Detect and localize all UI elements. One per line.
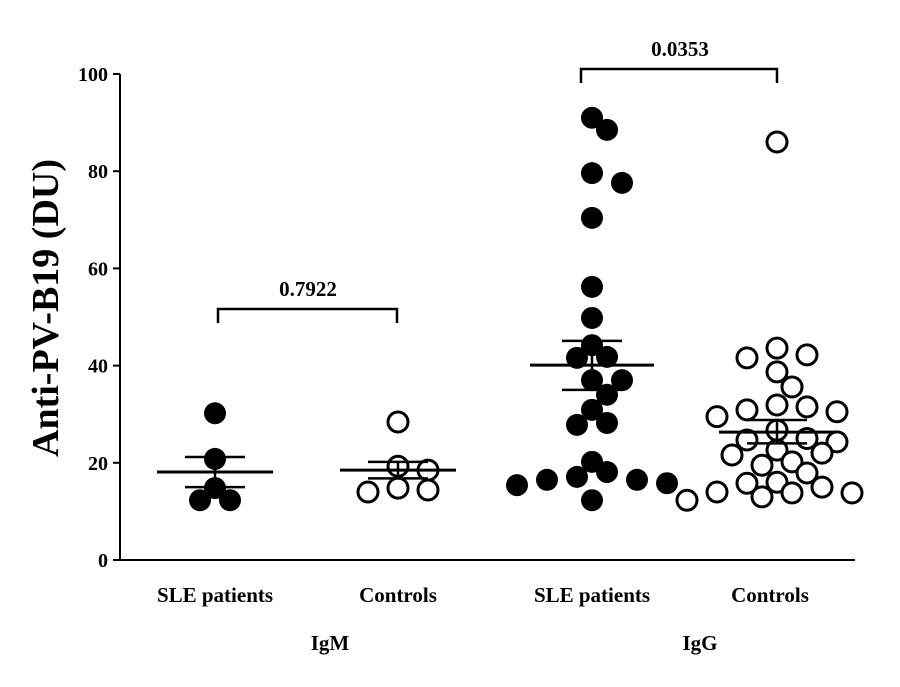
data-point xyxy=(765,130,789,154)
data-point xyxy=(506,474,528,497)
data-point xyxy=(581,275,603,298)
data-point xyxy=(566,465,588,488)
data-point xyxy=(840,481,864,505)
data-point xyxy=(765,336,789,360)
data-point xyxy=(596,345,618,368)
data-point xyxy=(611,369,633,392)
y-tick-label: 60 xyxy=(88,258,108,280)
data-point xyxy=(626,468,648,491)
data-point xyxy=(780,481,804,505)
data-point xyxy=(596,461,618,484)
y-tick-label: 20 xyxy=(88,453,108,475)
group-label-igm: IgM xyxy=(311,631,350,655)
data-point xyxy=(750,485,774,509)
group-label-igg: IgG xyxy=(682,631,717,655)
p-value-igg: 0.0353 xyxy=(651,37,709,61)
data-point xyxy=(581,489,603,512)
data-point xyxy=(810,475,834,499)
data-point xyxy=(386,476,410,500)
data-point xyxy=(611,171,633,194)
data-point xyxy=(356,480,380,504)
data-point xyxy=(735,346,759,370)
data-point xyxy=(780,450,804,474)
data-point xyxy=(566,413,588,436)
data-point xyxy=(416,478,440,502)
data-point xyxy=(765,393,789,417)
data-point xyxy=(750,453,774,477)
data-point xyxy=(735,471,759,495)
data-point xyxy=(581,162,603,185)
data-point xyxy=(581,306,603,329)
data-point xyxy=(795,343,819,367)
data-point xyxy=(765,360,789,384)
data-point xyxy=(735,428,759,452)
data-point xyxy=(536,468,558,491)
data-point xyxy=(720,443,744,467)
data-point xyxy=(780,375,804,399)
data-point xyxy=(189,489,211,512)
data-point xyxy=(825,400,849,424)
x-tick-label: SLE patients xyxy=(534,583,650,607)
data-point xyxy=(705,405,729,429)
data-point xyxy=(795,461,819,485)
significance-bracket xyxy=(579,67,779,83)
data-point xyxy=(705,480,729,504)
y-tick-label: 80 xyxy=(88,161,108,183)
data-point xyxy=(795,395,819,419)
y-tick-label: 0 xyxy=(98,550,108,572)
x-tick-label: Controls xyxy=(731,583,809,607)
data-point xyxy=(765,470,789,494)
y-tick-label: 40 xyxy=(88,356,108,378)
data-point xyxy=(219,489,241,512)
data-point xyxy=(596,118,618,141)
y-axis-label: Anti-PV-B19 (DU) xyxy=(25,159,67,457)
data-point xyxy=(581,206,603,229)
data-point xyxy=(204,402,226,425)
data-point xyxy=(825,430,849,454)
significance-bracket xyxy=(216,307,399,323)
data-point xyxy=(675,488,699,512)
data-point xyxy=(581,398,603,421)
data-point xyxy=(386,410,410,434)
data-point xyxy=(566,346,588,369)
x-tick-label: SLE patients xyxy=(157,583,273,607)
data-point xyxy=(596,411,618,434)
data-point xyxy=(581,106,603,129)
y-tick-label: 100 xyxy=(78,64,108,86)
p-value-igm: 0.7922 xyxy=(279,277,337,301)
data-point xyxy=(735,398,759,422)
data-point xyxy=(656,472,678,495)
data-point xyxy=(810,441,834,465)
x-tick-label: Controls xyxy=(359,583,437,607)
